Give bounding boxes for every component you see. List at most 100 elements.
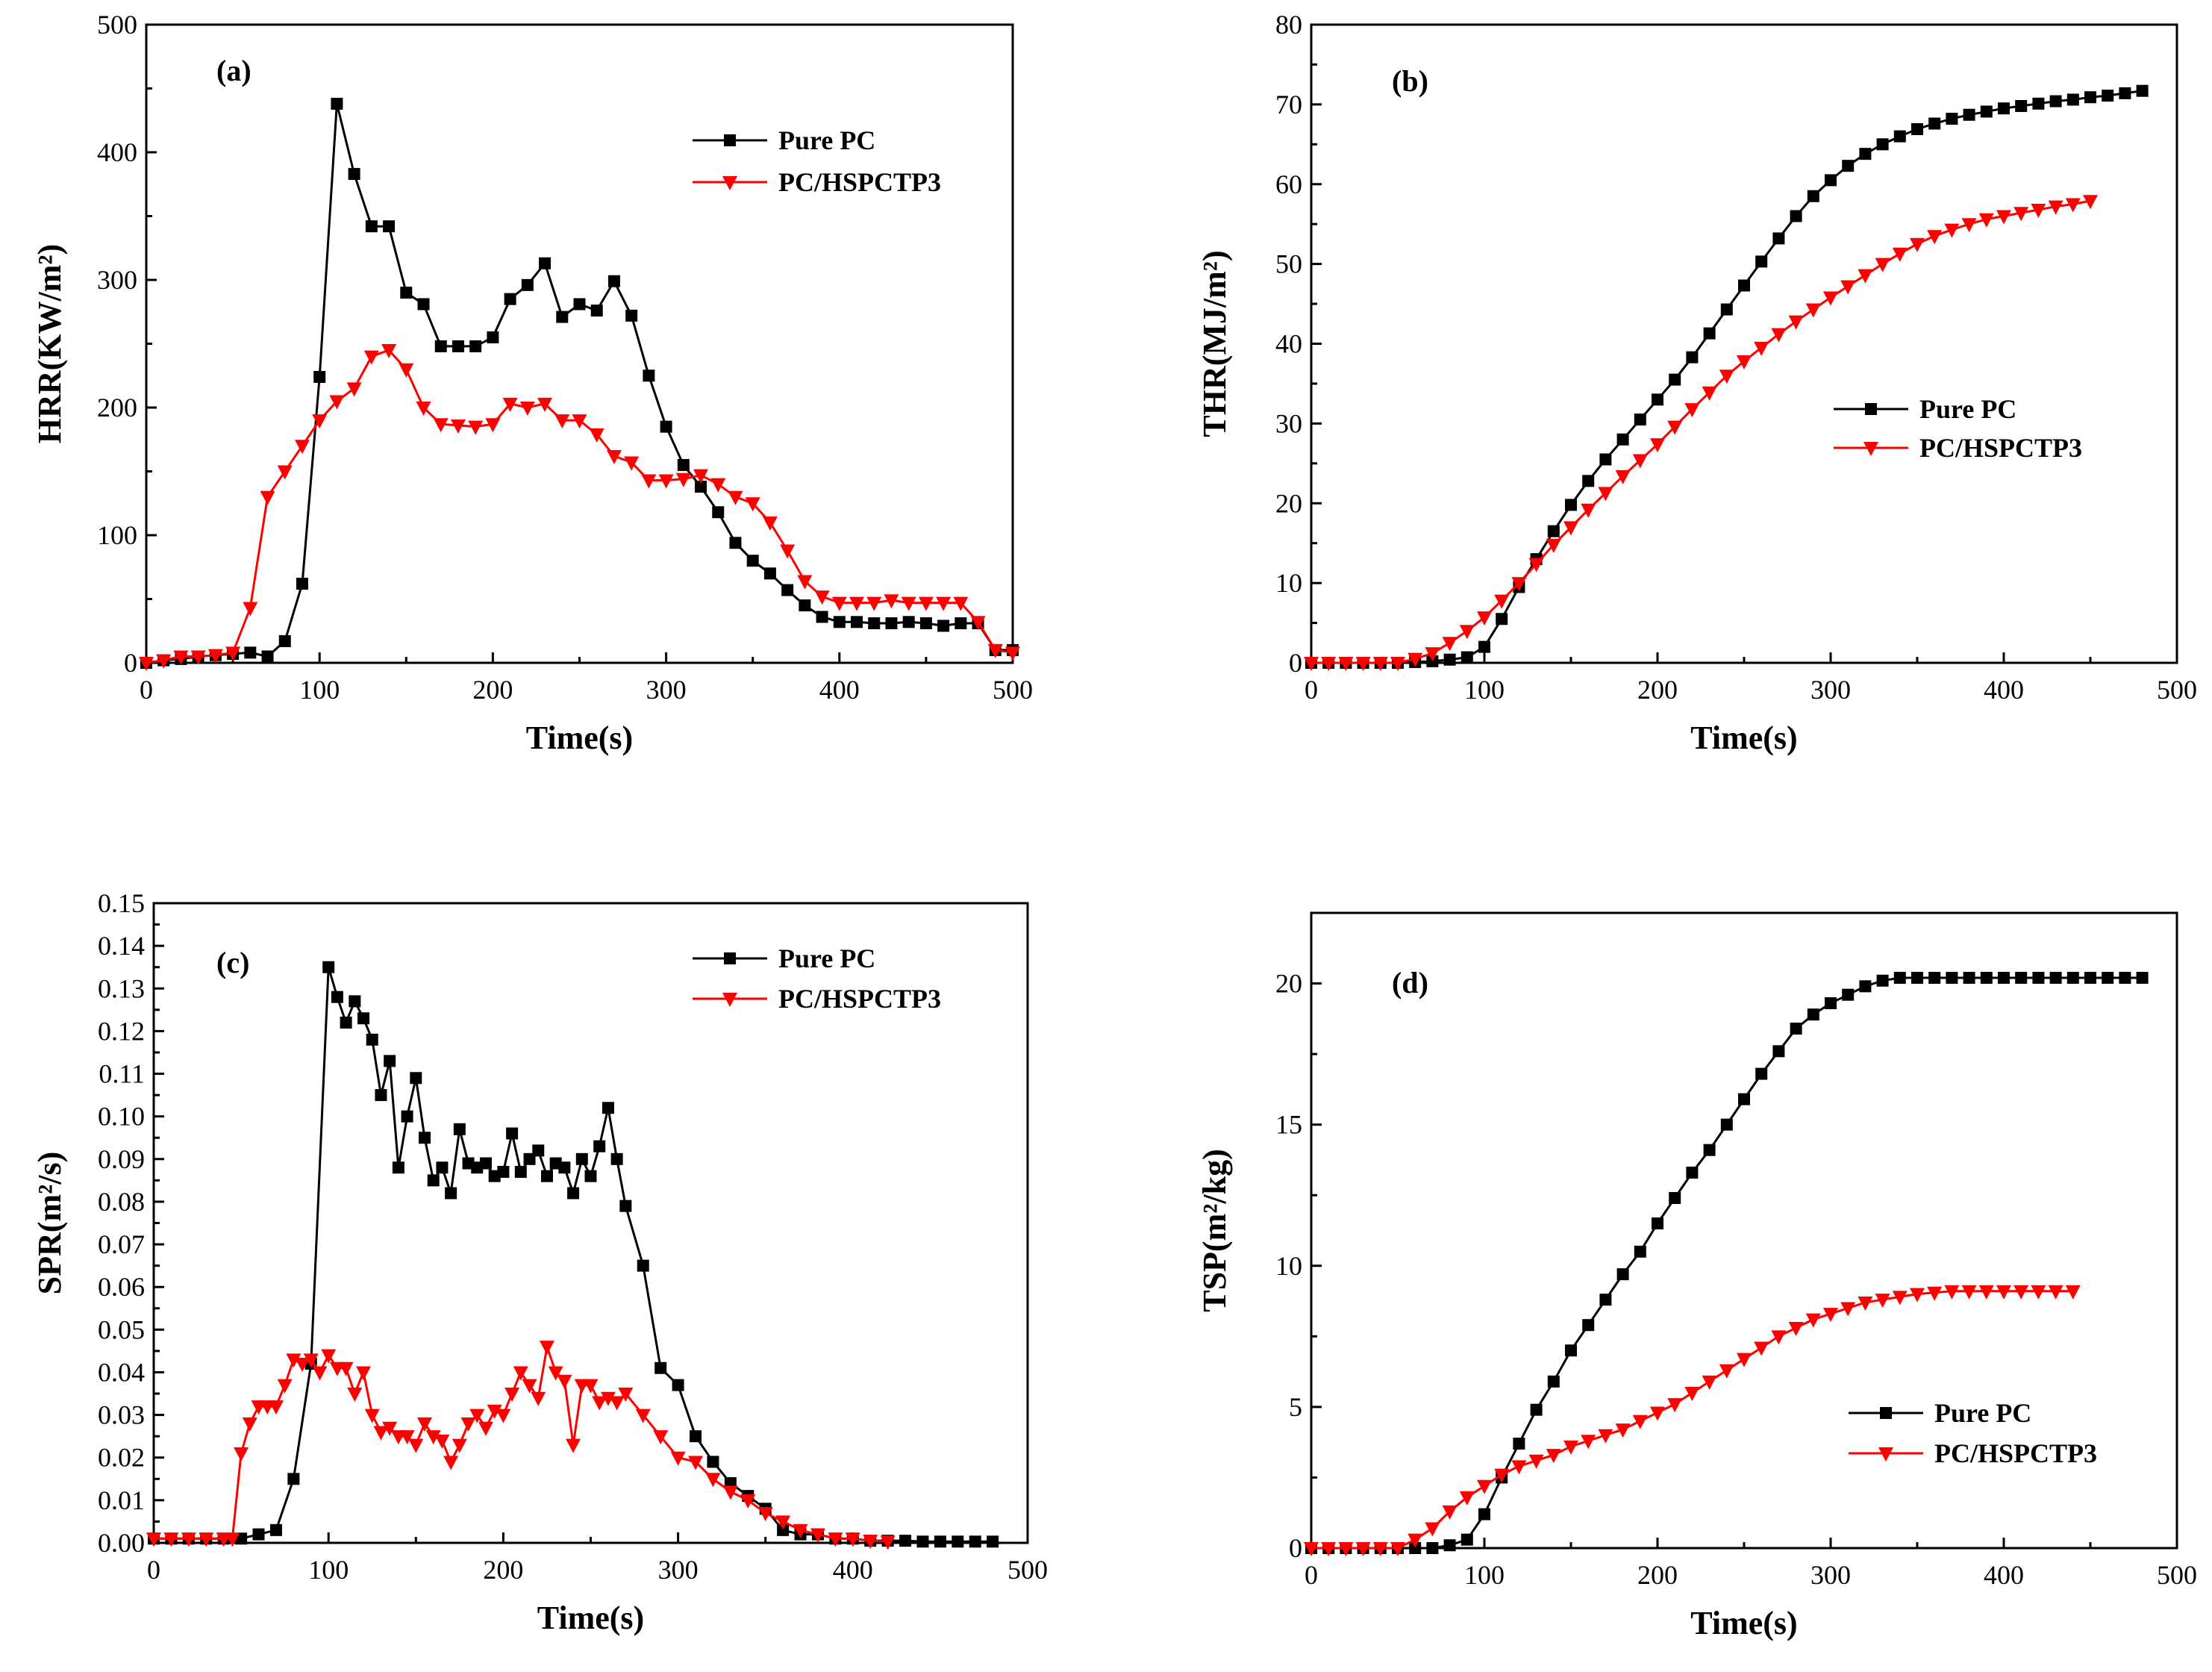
data-point	[901, 596, 916, 611]
data-point	[2049, 971, 2062, 984]
data-point	[243, 602, 258, 617]
data-point	[1754, 341, 1769, 356]
data-point	[1858, 269, 1873, 284]
data-point	[296, 577, 308, 590]
data-point	[1409, 1542, 1422, 1554]
data-point	[452, 340, 464, 352]
data-point	[2015, 971, 2028, 984]
data-point	[1477, 1479, 1492, 1494]
data-point	[433, 418, 449, 433]
data-point	[1978, 1285, 1994, 1300]
data-point	[1963, 108, 1975, 121]
data-point	[831, 596, 847, 611]
data-point	[1996, 1285, 2011, 1300]
data-point	[1304, 657, 1319, 671]
y-tick-label: 0.07	[98, 1229, 145, 1259]
data-point	[609, 1396, 625, 1411]
data-point	[763, 567, 776, 580]
data-point	[1372, 657, 1388, 671]
y-tick-label: 0.06	[98, 1272, 145, 1302]
data-point	[558, 1161, 571, 1174]
x-tick-label: 400	[1984, 1560, 2024, 1590]
data-point	[2066, 93, 2079, 106]
x-tick-label: 500	[1007, 1555, 1048, 1585]
data-point	[554, 414, 570, 429]
data-point	[1807, 1008, 1819, 1021]
data-point	[139, 657, 154, 671]
data-point	[643, 369, 655, 382]
data-point	[381, 344, 397, 359]
data-point	[573, 298, 586, 311]
data-point	[496, 1409, 511, 1423]
data-point	[952, 1535, 964, 1548]
data-point	[1496, 613, 1508, 626]
series-pure-pc	[148, 961, 999, 1548]
data-point	[918, 596, 934, 611]
data-point	[2102, 90, 2114, 102]
data-point	[653, 1430, 669, 1445]
data-point	[2048, 1285, 2063, 1300]
chart-panel-d: 0 100 200 300 400 500 0 5 10 15 20 Time(s) TSP(m²/kg…	[1196, 911, 2197, 1641]
data-point	[225, 1532, 240, 1547]
data-point	[606, 449, 622, 464]
data-point	[322, 961, 335, 973]
data-point	[2013, 207, 2029, 222]
data-point	[1840, 1302, 1856, 1317]
x-axis-title: Time(s)	[1690, 1605, 1797, 1641]
data-point	[539, 257, 552, 269]
data-point	[2119, 87, 2131, 99]
data-point	[1928, 971, 1941, 984]
data-point	[2065, 1285, 2081, 1300]
data-point	[1859, 148, 1872, 160]
data-point	[2136, 84, 2149, 97]
data-point	[641, 474, 657, 489]
data-point	[303, 1353, 319, 1368]
data-point	[1581, 1435, 1596, 1450]
x-tick-label: 200	[483, 1555, 523, 1585]
data-point	[199, 1532, 214, 1547]
data-point	[880, 1535, 896, 1550]
data-point	[816, 611, 828, 623]
panel-label: (a)	[216, 54, 251, 87]
data-point	[348, 168, 360, 181]
data-point	[1669, 373, 1681, 386]
data-point	[693, 469, 709, 484]
data-point	[1980, 105, 1993, 118]
data-point	[777, 1523, 790, 1536]
y-axis-title: HRR(KW/m²)	[31, 244, 68, 443]
x-tick-label: 300	[646, 675, 687, 705]
data-point	[1910, 1288, 1925, 1303]
data-point	[410, 1072, 422, 1085]
data-point	[1805, 1313, 1821, 1328]
y-tick-label: 0	[1289, 1533, 1302, 1563]
data-point	[443, 1456, 459, 1470]
series-line	[146, 349, 1013, 664]
data-point	[452, 1438, 467, 1453]
data-point	[260, 490, 275, 505]
legend-marker	[724, 134, 736, 146]
data-point	[286, 1353, 302, 1368]
legend-marker	[1878, 1447, 1893, 1462]
data-point	[1565, 499, 1577, 511]
legend-label: PC/HSPCTP3	[1919, 433, 2082, 463]
data-point	[329, 395, 345, 410]
data-point	[1805, 303, 1821, 318]
data-point	[1876, 974, 1889, 987]
data-point	[514, 1165, 527, 1178]
data-point	[1477, 611, 1492, 626]
x-tick-label: 300	[1810, 675, 1851, 705]
data-point	[602, 1102, 614, 1114]
data-point	[478, 1421, 493, 1436]
data-point	[268, 1400, 284, 1415]
data-point	[2119, 971, 2131, 984]
y-tick-label: 0	[1289, 648, 1302, 678]
data-point	[1720, 303, 1733, 316]
x-tick-label: 400	[1984, 675, 2024, 705]
data-point	[575, 1152, 588, 1165]
y-tick-label: 5	[1289, 1392, 1302, 1422]
data-point	[1598, 1429, 1613, 1444]
data-point	[479, 1157, 492, 1170]
legend-marker	[1863, 442, 1878, 456]
y-tick-label: 50	[1275, 249, 1302, 279]
